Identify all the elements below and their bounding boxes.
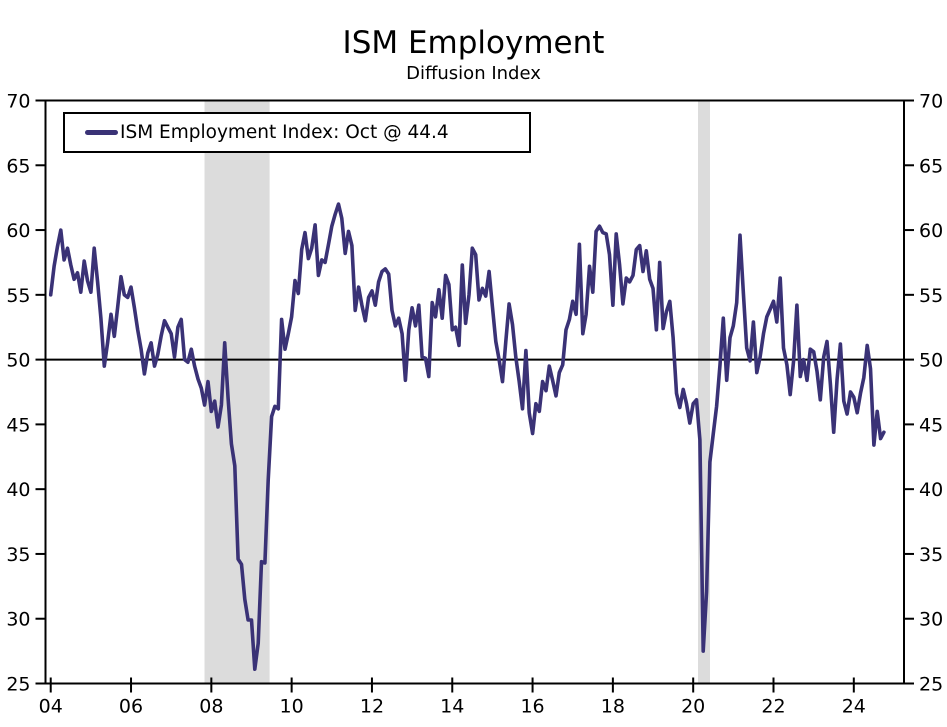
y-axis-label-left: 55 — [6, 285, 30, 307]
legend-line-swatch — [85, 130, 118, 135]
y-axis-label-left: 60 — [6, 220, 30, 242]
y-axis-label-left: 30 — [6, 609, 30, 631]
y-axis-label-right: 40 — [919, 479, 943, 501]
x-axis-label: 06 — [119, 696, 143, 718]
plot-frame — [44, 99, 905, 685]
legend-label: ISM Employment Index: Oct @ 44.4 — [120, 122, 449, 143]
chart-subtitle: Diffusion Index — [406, 63, 541, 84]
y-axis-label-right: 55 — [919, 285, 943, 307]
x-axis-label: 18 — [601, 696, 625, 718]
x-axis-label: 14 — [440, 696, 464, 718]
y-axis-label-right: 70 — [919, 91, 943, 113]
y-axis-label-left: 35 — [6, 544, 30, 566]
y-axis-label-left: 25 — [6, 674, 30, 696]
y-axis-label-left: 65 — [6, 155, 30, 177]
y-axis-label-right: 45 — [919, 414, 943, 436]
y-axis-label-right: 25 — [919, 674, 943, 696]
y-axis-label-left: 40 — [6, 479, 30, 501]
x-axis-label: 20 — [681, 696, 705, 718]
x-axis-label: 16 — [520, 696, 544, 718]
x-axis-label: 08 — [199, 696, 223, 718]
x-axis-label: 04 — [39, 696, 63, 718]
legend-box: ISM Employment Index: Oct @ 44.4 — [63, 112, 531, 153]
y-axis-label-right: 30 — [919, 609, 943, 631]
y-axis-label-right: 65 — [919, 155, 943, 177]
y-axis-label-right: 60 — [919, 220, 943, 242]
y-axis-label-right: 50 — [919, 350, 943, 372]
x-axis-label: 24 — [842, 696, 866, 718]
y-axis-label-left: 45 — [6, 414, 30, 436]
chart-title: ISM Employment — [342, 25, 605, 61]
x-axis-label: 10 — [280, 696, 304, 718]
data-line — [48, 202, 886, 672]
x-axis-label: 22 — [761, 696, 785, 718]
y-axis-label-right: 35 — [919, 544, 943, 566]
y-axis-label-left: 70 — [6, 91, 30, 113]
y-axis-label-left: 50 — [6, 350, 30, 372]
x-axis-label: 12 — [360, 696, 384, 718]
